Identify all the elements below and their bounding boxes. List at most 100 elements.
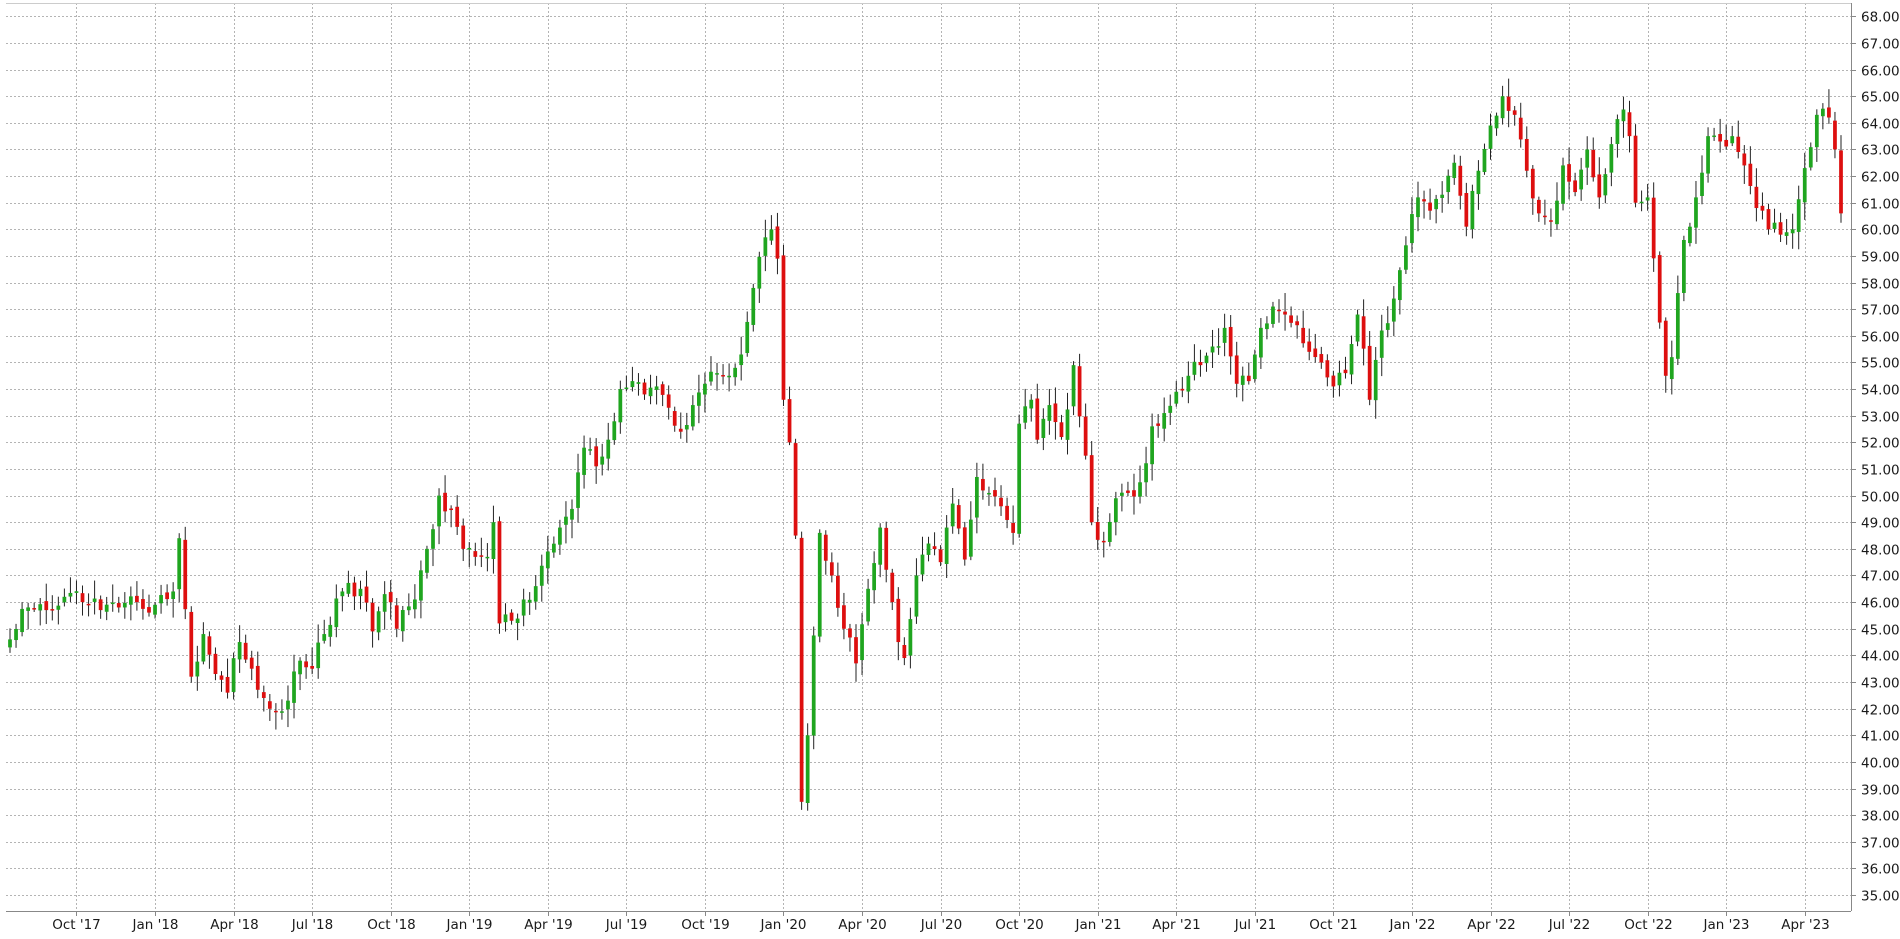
- candlestick: [1718, 118, 1723, 153]
- candle-body-down: [1506, 96, 1511, 111]
- candlestick: [1210, 329, 1215, 368]
- candlestick: [993, 477, 997, 507]
- y-tick-label: 55.00: [1861, 356, 1900, 372]
- candle-body-up: [122, 602, 127, 608]
- candlestick: [1228, 315, 1233, 375]
- candlestick: [1192, 344, 1197, 381]
- candle-body-up: [322, 634, 327, 641]
- candlestick: [1434, 194, 1438, 224]
- candlestick: [709, 356, 713, 386]
- candle-body-up: [159, 595, 163, 604]
- candlestick: [926, 536, 931, 562]
- candle-body-down: [1246, 375, 1251, 382]
- candle-body-up: [1585, 149, 1590, 168]
- candle-body-down: [1011, 522, 1015, 533]
- candle-body-up: [1144, 463, 1148, 483]
- candlestick: [539, 554, 544, 602]
- candlestick: [1222, 313, 1227, 357]
- candle-body-up: [1796, 199, 1801, 232]
- candle-body-up: [491, 522, 496, 560]
- candlestick: [1391, 286, 1396, 337]
- candle-body-up: [1174, 391, 1179, 404]
- candlestick: [1259, 317, 1263, 369]
- candle-body-up: [316, 642, 321, 669]
- candle-body-down: [829, 562, 834, 576]
- candlestick: [1198, 349, 1203, 377]
- candlestick: [1367, 331, 1372, 406]
- y-tick-label: 49.00: [1861, 516, 1900, 532]
- candle-body-down: [1536, 199, 1541, 214]
- candle-body-down: [1543, 215, 1547, 218]
- candlestick: [1772, 208, 1777, 233]
- x-tick-label: Apr '21: [1152, 917, 1201, 933]
- candlestick: [1379, 314, 1384, 377]
- candle-body-up: [1482, 148, 1487, 173]
- candlestick: [1385, 306, 1390, 338]
- candlestick: [860, 612, 864, 675]
- y-tick-label: 47.00: [1861, 569, 1900, 585]
- candle-body-up: [920, 554, 925, 575]
- candle-body-down: [981, 478, 985, 491]
- candle-body-up: [1186, 375, 1191, 392]
- candlestick: [1452, 154, 1457, 185]
- candlestick: [1802, 152, 1807, 220]
- candlestick: [1077, 353, 1082, 428]
- candle-body-up: [1730, 136, 1735, 144]
- candle-body-up: [1688, 226, 1692, 244]
- candlestick: [690, 395, 695, 431]
- candle-body-up: [624, 387, 629, 390]
- candle-body-down: [98, 599, 103, 611]
- y-tick-label: 50.00: [1861, 490, 1900, 506]
- candlestick: [1512, 105, 1517, 126]
- candle-body-up: [968, 519, 973, 557]
- candlestick: [1295, 315, 1300, 339]
- candlestick: [1688, 222, 1692, 247]
- candlestick: [328, 616, 333, 647]
- y-tick-label: 51.00: [1861, 463, 1900, 479]
- candle-body-up: [358, 588, 363, 597]
- candle-body-down: [932, 546, 937, 550]
- candlestick: [304, 654, 308, 679]
- candle-body-down: [1518, 117, 1523, 140]
- candle-body-down: [1657, 255, 1662, 323]
- candle-body-up: [606, 439, 611, 459]
- candle-body-down: [243, 642, 248, 660]
- candle-body-up: [20, 608, 24, 633]
- candlestick: [842, 592, 846, 640]
- candle-body-down: [678, 428, 683, 432]
- candlestick: [352, 576, 357, 611]
- candlestick: [1820, 103, 1825, 130]
- candle-body-up: [551, 543, 556, 553]
- candlestick: [376, 606, 381, 641]
- candle-body-up: [654, 386, 659, 390]
- candlestick: [1790, 213, 1795, 249]
- candle-body-up: [8, 639, 12, 648]
- candlestick: [406, 593, 411, 616]
- candlestick: [1645, 183, 1650, 211]
- candle-body-up: [817, 532, 822, 637]
- candlestick: [1319, 346, 1324, 369]
- candle-body-up: [527, 599, 532, 603]
- candlestick: [551, 536, 556, 558]
- candlestick: [1464, 182, 1469, 237]
- candlestick: [1839, 135, 1843, 223]
- candle-body-down: [165, 592, 169, 600]
- candlestick: [1651, 182, 1656, 272]
- candle-body-up: [1107, 521, 1112, 542]
- candle-body-up: [1113, 498, 1118, 523]
- candle-body-down: [1132, 490, 1136, 497]
- candle-body-down: [249, 657, 254, 669]
- candlestick: [1657, 251, 1662, 329]
- candle-body-up: [1603, 174, 1608, 196]
- candle-body-up: [715, 373, 719, 375]
- candle-body-up: [515, 618, 520, 624]
- candle-body-up: [1802, 168, 1807, 203]
- candlestick: [1313, 333, 1318, 363]
- candle-body-down: [1422, 199, 1426, 202]
- candlestick: [171, 582, 176, 618]
- candlestick: [962, 521, 967, 566]
- x-tick-label: Jul '18: [291, 917, 333, 933]
- candle-body-up: [769, 229, 774, 241]
- candle-body-up: [1222, 327, 1227, 343]
